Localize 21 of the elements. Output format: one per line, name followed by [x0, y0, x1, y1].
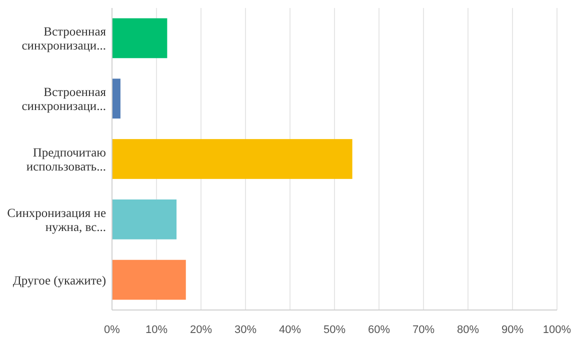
bar: [112, 78, 120, 119]
x-tick-label: 40%: [278, 324, 302, 336]
y-tick-label: Другое (укажите): [12, 273, 106, 288]
bar: [112, 139, 352, 179]
y-tick-label: Предпочитаю использовать...: [26, 146, 106, 174]
y-tick-label: Встроенная синхронизаци...: [22, 85, 106, 114]
x-tick-label: 0%: [104, 324, 120, 336]
x-tick-label: 90%: [501, 324, 524, 336]
y-tick-label: Встроенная синхронизаци...: [22, 24, 106, 53]
bar: [112, 18, 168, 58]
x-tick-label: 20%: [190, 324, 212, 336]
x-tick-label: 10%: [145, 324, 168, 336]
x-tick-label: 60%: [368, 324, 390, 336]
y-tick-label: Синхронизация не нужна, вс...: [7, 206, 106, 234]
x-tick-label: 70%: [412, 324, 435, 336]
bar: [112, 260, 186, 300]
x-tick-label: 30%: [234, 324, 257, 336]
x-tick-label: 50%: [323, 324, 346, 336]
x-tick-label: 100%: [542, 324, 572, 336]
bar: [112, 199, 177, 240]
x-tick-label: 80%: [456, 324, 480, 336]
